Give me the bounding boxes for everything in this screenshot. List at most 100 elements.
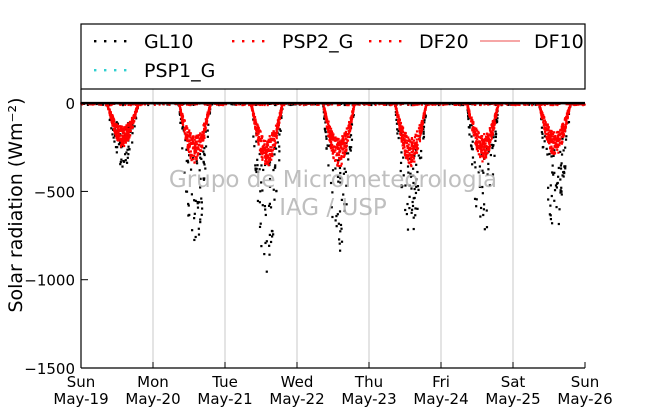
data-point xyxy=(558,138,562,141)
data-point xyxy=(480,139,483,142)
data-point xyxy=(494,139,497,143)
data-point xyxy=(404,208,407,212)
data-point xyxy=(490,143,493,146)
data-point xyxy=(483,157,486,160)
data-point xyxy=(193,212,196,215)
data-point xyxy=(273,198,276,201)
data-point xyxy=(544,126,547,129)
data-point xyxy=(327,122,330,126)
data-point xyxy=(483,133,486,136)
data-point xyxy=(583,103,586,106)
data-point xyxy=(561,133,565,136)
data-point xyxy=(338,104,341,107)
data-point xyxy=(415,185,418,188)
data-point xyxy=(415,146,419,149)
data-point xyxy=(405,150,408,153)
data-point xyxy=(197,227,200,230)
data-point xyxy=(482,143,485,146)
data-point xyxy=(493,122,497,125)
data-point xyxy=(195,158,198,161)
data-point xyxy=(302,104,305,107)
data-point xyxy=(189,153,192,156)
data-point xyxy=(399,127,402,130)
data-point xyxy=(254,164,257,167)
data-point xyxy=(264,241,267,245)
data-point xyxy=(338,238,341,241)
data-point xyxy=(413,104,416,107)
data-point xyxy=(573,104,576,107)
data-point xyxy=(497,104,500,107)
data-point xyxy=(124,141,127,144)
data-point xyxy=(123,132,126,135)
data-point xyxy=(555,186,558,189)
data-point xyxy=(336,145,339,148)
data-point xyxy=(413,187,416,191)
data-point xyxy=(135,103,138,106)
data-point xyxy=(238,103,241,106)
data-point xyxy=(257,132,260,135)
data-point xyxy=(422,130,425,133)
data-point xyxy=(343,132,346,135)
data-point xyxy=(343,134,346,137)
data-point xyxy=(299,103,302,106)
data-point xyxy=(554,137,557,141)
data-point xyxy=(560,193,563,196)
data-point xyxy=(409,140,412,143)
data-point xyxy=(331,191,334,194)
data-point xyxy=(131,141,134,144)
legend-entry: GL10 xyxy=(94,31,194,53)
data-point xyxy=(421,123,424,126)
data-point xyxy=(344,135,347,138)
data-point xyxy=(415,138,418,141)
data-point xyxy=(188,134,192,137)
data-point xyxy=(80,103,83,106)
data-point xyxy=(197,153,200,156)
data-point xyxy=(393,103,396,106)
data-point xyxy=(233,103,236,106)
data-point xyxy=(179,108,182,111)
data-point xyxy=(413,136,417,139)
data-point xyxy=(265,150,269,153)
data-point xyxy=(198,169,201,172)
data-point xyxy=(561,174,564,177)
data-point xyxy=(403,138,406,141)
data-point xyxy=(557,222,560,226)
data-point xyxy=(336,164,339,167)
data-point xyxy=(124,104,127,107)
x-tick-label-day: Sun xyxy=(571,373,600,391)
data-point xyxy=(130,126,133,130)
x-tick-label-day: Tue xyxy=(211,373,238,391)
data-point xyxy=(475,144,479,147)
data-point xyxy=(191,141,195,145)
data-point xyxy=(187,204,190,207)
legend-dot-marker xyxy=(94,40,97,43)
data-point xyxy=(342,193,345,196)
data-point xyxy=(550,194,553,198)
data-point xyxy=(422,116,425,119)
data-point xyxy=(564,146,567,149)
data-point xyxy=(423,110,426,114)
data-point xyxy=(559,164,563,167)
data-point xyxy=(421,126,424,130)
data-point xyxy=(330,144,333,147)
data-point xyxy=(566,117,569,120)
data-point xyxy=(205,121,208,124)
data-point xyxy=(560,190,563,193)
data-point xyxy=(473,128,476,131)
data-point xyxy=(272,188,275,191)
data-point xyxy=(467,114,470,118)
data-point xyxy=(416,184,420,188)
data-point xyxy=(199,156,202,159)
y-tick-label: −1500 xyxy=(24,360,75,378)
data-point xyxy=(481,185,484,189)
data-point xyxy=(334,149,337,152)
data-point xyxy=(408,139,411,142)
data-point xyxy=(540,115,543,118)
data-point xyxy=(107,108,110,111)
data-point xyxy=(114,145,118,149)
data-point xyxy=(543,135,546,138)
data-point xyxy=(178,112,181,115)
data-point xyxy=(412,156,415,159)
data-point xyxy=(413,160,416,163)
data-point xyxy=(277,119,280,122)
